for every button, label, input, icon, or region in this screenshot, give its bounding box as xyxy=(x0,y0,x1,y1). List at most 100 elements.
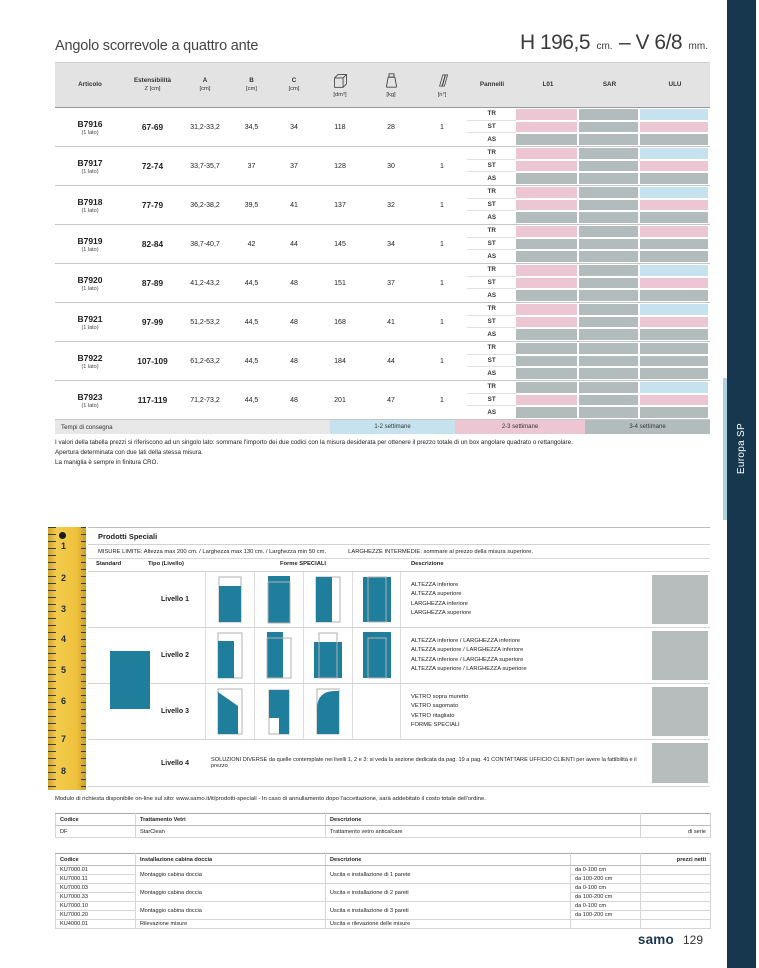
volume-cell: 137 xyxy=(334,201,346,209)
misure-limite: MISURE LIMITE: Altezza max 200 cm. / Lar… xyxy=(98,548,327,555)
installazione-header-cell: Installazione cabina doccia xyxy=(135,853,326,866)
dim-b-cell: 44,5 xyxy=(244,318,259,326)
panel-type-label: ST xyxy=(467,120,517,134)
panel-subrow: AS xyxy=(467,133,710,147)
codice-cell: KU7000.03 xyxy=(55,883,136,893)
count-cell: 1 xyxy=(440,201,444,209)
codice-cell: KU7000.11 xyxy=(55,874,136,884)
article-row: B7921 (1 lato) 97-99 51,2-53,2 44,5 48 168 41 1 T… xyxy=(55,303,710,342)
delivery-time-cell xyxy=(639,265,709,276)
installazione-header-row: Codice Installazione cabina doccia Descriz… xyxy=(55,853,711,866)
count-cell: 1 xyxy=(440,318,444,326)
panels-count-icon xyxy=(434,72,450,91)
trattamento-header-row: Codice Trattamento Vetri Descrizione xyxy=(55,813,711,826)
level-description-line: VETRO sagomato xyxy=(411,703,459,709)
delivery-time-cell xyxy=(578,109,639,120)
delivery-time-cell xyxy=(578,160,639,172)
col-standard: Standard xyxy=(96,561,122,567)
panel-subrow: AS xyxy=(467,367,710,381)
volume-cell: 168 xyxy=(334,318,346,326)
weight-cell: 37 xyxy=(387,279,395,287)
weight-cell: 41 xyxy=(387,318,395,326)
panel-type-label: ST xyxy=(467,159,517,173)
panel-type-label: AS xyxy=(467,211,517,225)
dim-a-cell: 33,7-35,7 xyxy=(190,162,220,170)
panel-type-label: TR xyxy=(467,264,517,277)
height-unit: cm. xyxy=(596,41,613,52)
col-a-unit: [cm] xyxy=(199,86,211,92)
panel-block: TR ST AS xyxy=(467,225,710,264)
delivery-time-cell xyxy=(639,173,709,185)
trattamento-body: Codice Trattamento Vetri Descrizione DF Star… xyxy=(55,813,711,838)
panel-type-label: ST xyxy=(467,237,517,251)
panel-type-label: TR xyxy=(467,108,517,121)
article-row: B7919 (1 lato) 82-84 38,7-40,7 42 44 145 34 1 TR S… xyxy=(55,225,710,264)
section-side-accent-line xyxy=(723,378,727,520)
vetro-sopra-muretto-shape-icon xyxy=(205,684,254,739)
delivery-time-cell xyxy=(639,368,709,380)
delivery-time-cell xyxy=(578,394,639,406)
range-cell: da 100-200 cm xyxy=(570,892,641,902)
delivery-time-cell xyxy=(516,407,578,419)
delivery-time-cell xyxy=(516,290,578,302)
delivery-legend: Tempi di consegna 1-2 settimane 2-3 setti… xyxy=(55,420,710,434)
panel-subrow: TR xyxy=(467,303,710,316)
measuring-tape-graphic: 1 2 3 4 5 6 7 8 xyxy=(48,527,86,790)
delivery-time-cell xyxy=(516,355,578,367)
article-row: B7922 (1 lato) 107-109 61,2-63,2 44,5 48 184 44… xyxy=(55,342,710,381)
col-dm3-unit: [dm³] xyxy=(333,91,347,98)
dim-c-cell: 48 xyxy=(290,357,298,365)
height-spec: H 196,5 xyxy=(519,31,591,54)
level-description-line: VETRO ritagliato xyxy=(411,712,455,719)
articolo-cell: B7920 (1 lato) xyxy=(55,264,125,302)
tipo-cell: Montaggio cabina doccia xyxy=(135,901,326,920)
product-table-header: Articolo Estensibilità Z [cm] A [cm] B [… xyxy=(55,62,710,108)
articolo-code: B7918 xyxy=(77,196,103,207)
ruler-number: 2 xyxy=(61,573,67,583)
delivery-time-cell xyxy=(639,187,709,198)
panel-type-label: ST xyxy=(467,393,517,407)
articolo-code: B7917 xyxy=(77,157,103,168)
altezza-superiore-shape-icon xyxy=(254,572,303,627)
level-label: Livello 4 xyxy=(160,759,189,767)
installazione-header-cell: Codice xyxy=(55,853,136,866)
delivery-time-cell xyxy=(578,304,639,315)
page-title: Angolo scorrevole a quattro ante xyxy=(55,38,259,54)
delivery-time-cell xyxy=(578,148,639,159)
di-serie-cell: di serie xyxy=(640,825,711,838)
article-row: B7920 (1 lato) 87-89 41,2-43,2 44,5 48 151 37 1 T… xyxy=(55,264,710,303)
panel-subrow: ST xyxy=(467,120,710,134)
ruler-number: 7 xyxy=(61,734,67,744)
col-n-unit: [n°] xyxy=(437,91,447,98)
delivery-time-cell xyxy=(516,226,578,237)
estensibilita-cell: 77-79 xyxy=(141,200,164,210)
delivery-time-cell xyxy=(516,134,578,146)
level-description-line: ALTEZZA inferiore / LARGHEZZA superiore xyxy=(411,656,524,663)
range-cell: da 0-100 cm xyxy=(570,865,641,875)
standard-column-spacer xyxy=(88,572,145,627)
col-articolo: Articolo xyxy=(78,81,102,88)
level-label: Livello 2 xyxy=(160,652,189,659)
trattamento-header-cell: Codice xyxy=(55,813,136,826)
panel-subrow: AS xyxy=(467,172,710,186)
prodotti-speciali-title: Prodotti Speciali xyxy=(88,527,710,545)
delivery-time-cell xyxy=(639,199,709,211)
panel-subrow: ST xyxy=(467,159,710,173)
delivery-time-cell xyxy=(639,316,709,328)
dim-b-cell: 42 xyxy=(247,240,256,248)
delivery-time-cell xyxy=(516,238,578,250)
alt-sup-larg-sup-shape-icon xyxy=(352,628,401,683)
ruler-number: 3 xyxy=(61,604,67,614)
prezzo-cell xyxy=(640,865,711,875)
ruler-number: 1 xyxy=(61,541,67,551)
installazione-body: Codice Installazione cabina doccia Descriz… xyxy=(55,853,711,929)
col-b-unit: [cm] xyxy=(246,86,257,92)
range-cell: da 0-100 cm xyxy=(570,901,641,911)
range-cell: da 100-200 cm xyxy=(570,874,641,884)
codice-cell: KU4000.01 xyxy=(55,919,136,929)
dim-b-cell: 34,5 xyxy=(244,123,259,131)
delivery-time-cell xyxy=(516,109,578,120)
delivery-time-cell xyxy=(516,265,578,276)
col-kg-unit: [kg] xyxy=(386,91,396,98)
delivery-time-cell xyxy=(516,251,578,263)
